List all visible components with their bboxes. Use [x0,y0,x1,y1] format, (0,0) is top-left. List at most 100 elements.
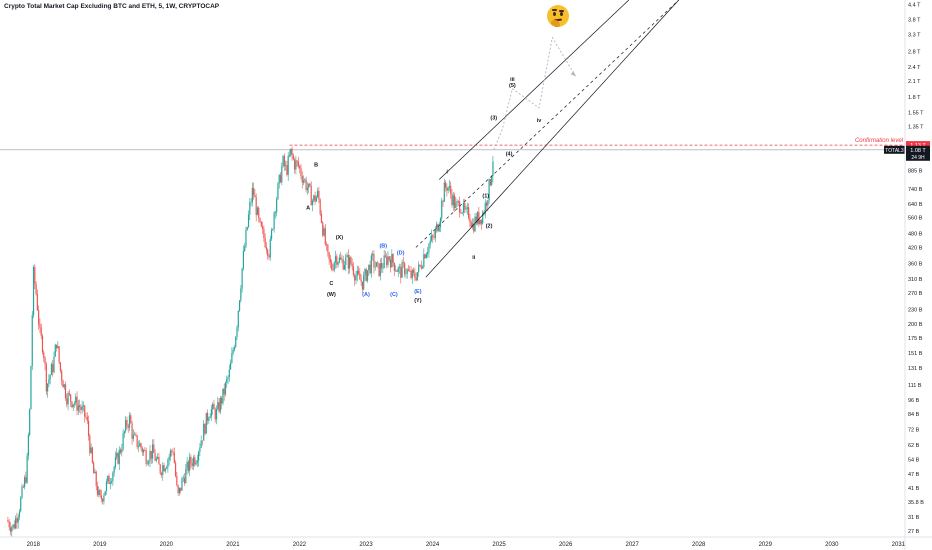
candle-up [157,456,159,459]
wave-label: iii [510,77,515,83]
candle-down [451,193,453,206]
candle-down [464,202,466,210]
wave-projection[interactable] [493,36,576,150]
candle-up [288,155,291,157]
candle-down [254,195,256,198]
candle-down [140,443,142,448]
candle-down [433,236,435,238]
candle-up [203,423,205,441]
candle-down [264,237,266,248]
time-tick-label: 2031 [892,542,906,548]
candle-up [250,202,252,203]
candle-down [437,224,439,232]
candle-up [282,155,284,167]
candle-up [272,228,274,230]
candle-down [292,155,294,160]
candle-up [246,227,248,231]
price-axis[interactable]: 4.4 T 3.8 T 3.3 T 2.8 T 2.4 T 2.1 T 1.8 T 1.55 … [904,0,924,550]
candle-up [311,200,314,206]
candle-down [95,471,97,487]
candle-up [57,346,59,349]
candle-up [428,244,430,252]
candle-down [296,160,298,162]
candle-down [412,269,415,273]
candle-up [21,486,23,498]
candle-down [415,277,417,281]
candle-down [453,195,456,208]
candle-down [365,269,367,281]
candle-up [448,185,451,188]
candle-up [274,212,276,214]
candle-up [53,356,55,373]
candle-down [279,174,282,183]
price-tick-label: 2.4 T [908,65,921,71]
trend-channel[interactable] [415,0,680,278]
candle-up [270,229,273,240]
candle-down [41,335,44,353]
candle-down [478,212,480,225]
candle-down [314,195,316,202]
candle-up [113,466,115,473]
candle-down [420,265,422,269]
candle-down [332,269,334,271]
candle-up [356,270,358,276]
candle-down [351,263,353,267]
candle-up [235,337,237,348]
candle-down [163,465,165,472]
candle-up [355,275,357,281]
candle-up [334,256,337,263]
time-tick-label: 2020 [160,542,174,548]
candle-down [214,409,216,420]
time-tick-label: 2022 [293,542,307,548]
candle-up [416,272,419,281]
candle-up [427,251,429,255]
candle-down [407,269,410,271]
candle-down [89,435,91,453]
candle-up [181,478,183,491]
candle-up [304,179,306,181]
candle-up [228,369,230,377]
candle-down [342,259,344,270]
candle-down [16,518,18,523]
candle-down [402,262,404,264]
candle-up [103,495,105,502]
candle-up [249,202,251,215]
candle-up [349,257,351,269]
time-axis[interactable]: 2018 2019 2020 2021 2022 2023 2024 2025 2026 2027… [0,536,932,548]
wave-label: (W) [327,292,336,298]
candle-up [251,187,253,203]
candle-down [291,148,293,156]
candle-down [187,461,189,471]
candle-down [84,405,86,417]
candle-down [319,199,321,214]
candle-down [450,185,452,194]
candle-up [82,405,85,407]
candle-down [7,520,9,522]
candle-up [395,270,397,272]
candle-up [47,383,49,392]
time-tick-label: 2030 [825,542,839,548]
candle-down [388,256,390,260]
candle-up [391,254,393,268]
candle-down [141,447,143,453]
candle-down [174,462,177,477]
price-tick-label: 3.8 T [908,18,921,24]
price-tick-label: 47 B [908,472,920,478]
candle-up [323,228,325,236]
time-tick-label: 2024 [426,542,440,548]
candle-down [171,450,173,452]
candle-down [329,259,332,263]
candle-down [327,244,329,253]
price-tick-label: 175 B [908,336,923,342]
candle-down [130,415,132,424]
candle-up [122,433,124,450]
candle-down [361,281,364,290]
candle-down [40,327,42,336]
candle-down [135,434,137,436]
candle-down [404,263,406,274]
candle-up [210,409,213,417]
candle-up [73,403,76,405]
wave-label: i [446,169,448,175]
candle-down [409,270,411,272]
